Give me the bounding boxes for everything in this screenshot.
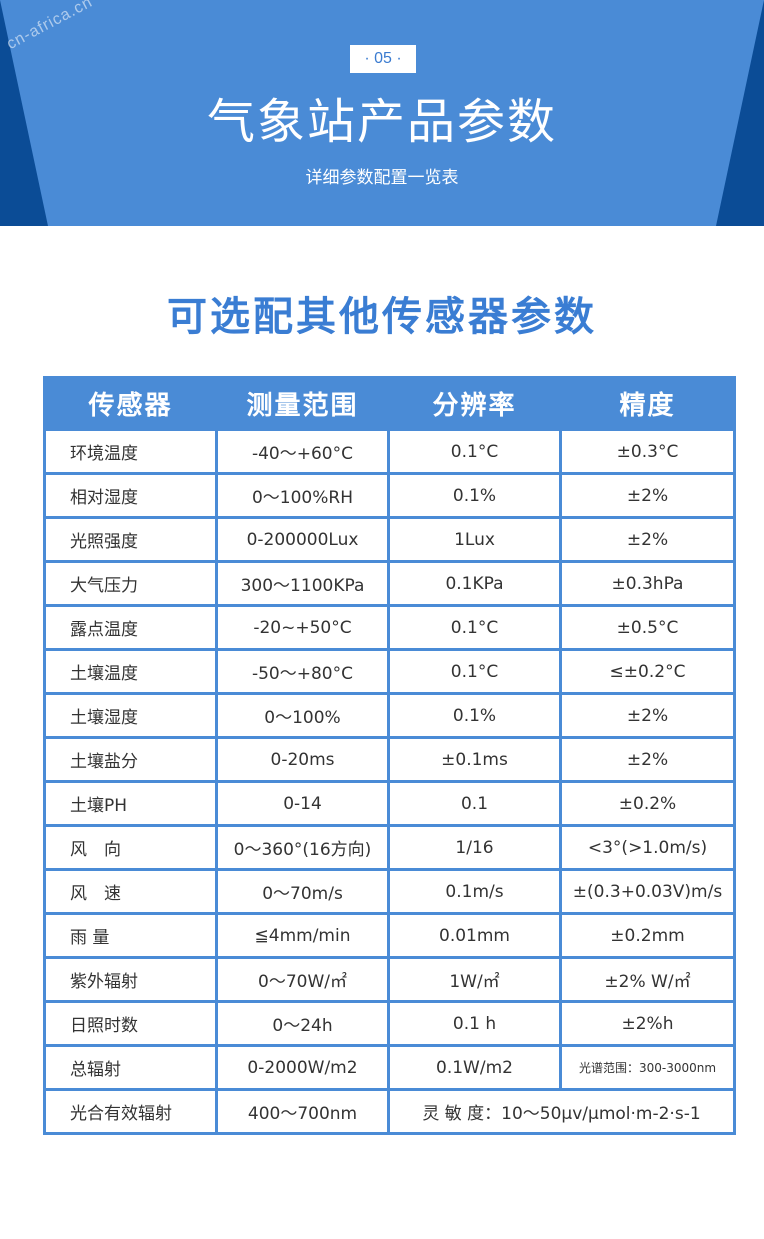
range-cell: ≦4mm/min bbox=[215, 912, 390, 959]
header-banner: cn-africa.cn · 05 · 气象站产品参数 详细参数配置一览表 bbox=[0, 0, 764, 226]
resolution-cell: 0.1% bbox=[387, 692, 562, 739]
table-row: 光合有效辐射 400～700nm 灵 敏 度：10～50μv/μmol·m-2·… bbox=[43, 1088, 736, 1135]
range-cell: 400～700nm bbox=[215, 1088, 390, 1135]
table-row: 雨 量 ≦4mm/min 0.01mm ±0.2mm bbox=[43, 912, 736, 959]
sensor-name-cell: 土壤盐分 bbox=[43, 736, 218, 783]
sensor-name-cell: 总辐射 bbox=[43, 1044, 218, 1091]
accuracy-cell: ±2% bbox=[559, 692, 736, 739]
sensor-name-cell: 日照时数 bbox=[43, 1000, 218, 1047]
resolution-cell: 0.1% bbox=[387, 472, 562, 519]
resolution-cell: ±0.1ms bbox=[387, 736, 562, 783]
range-cell: -40～+60°C bbox=[215, 428, 390, 475]
resolution-cell: 0.1 bbox=[387, 780, 562, 827]
left-corner-decoration bbox=[0, 0, 48, 226]
accuracy-cell: ±2% bbox=[559, 516, 736, 563]
table-row: 风 速 0～70m/s 0.1m/s ±(0.3+0.03V)m/s bbox=[43, 868, 736, 915]
sensor-name-cell: 风 向 bbox=[43, 824, 218, 871]
range-cell: 0-20ms bbox=[215, 736, 390, 783]
range-cell: 0-200000Lux bbox=[215, 516, 390, 563]
accuracy-cell: <3°(>1.0m/s) bbox=[559, 824, 736, 871]
resolution-cell: 0.1 h bbox=[387, 1000, 562, 1047]
sensor-name-cell: 露点温度 bbox=[43, 604, 218, 651]
page-subtitle: 详细参数配置一览表 bbox=[305, 168, 459, 188]
accuracy-cell: ±2% bbox=[559, 736, 736, 783]
resolution-cell: 0.01mm bbox=[387, 912, 562, 959]
header-resolution: 分辨率 bbox=[387, 376, 562, 431]
range-cell: 0～360°(16方向) bbox=[215, 824, 390, 871]
right-corner-decoration bbox=[716, 0, 764, 226]
header-accuracy: 精度 bbox=[559, 376, 736, 431]
table-row: 土壤PH 0-14 0.1 ±0.2% bbox=[43, 780, 736, 827]
table-header-row: 传感器 测量范围 分辨率 精度 bbox=[43, 376, 736, 431]
resolution-cell: 0.1W/m2 bbox=[387, 1044, 562, 1091]
table-row: 土壤盐分 0-20ms ±0.1ms ±2% bbox=[43, 736, 736, 783]
table-row: 紫外辐射 0～70W/㎡ 1W/㎡ ±2% W/㎡ bbox=[43, 956, 736, 1003]
sensor-name-cell: 紫外辐射 bbox=[43, 956, 218, 1003]
table-row: 总辐射 0-2000W/m2 0.1W/m2 光谱范围：300-3000nm bbox=[43, 1044, 736, 1091]
table-row: 土壤湿度 0～100% 0.1% ±2% bbox=[43, 692, 736, 739]
sensor-name-cell: 光合有效辐射 bbox=[43, 1088, 218, 1135]
range-cell: 0～100% bbox=[215, 692, 390, 739]
sensor-name-cell: 土壤温度 bbox=[43, 648, 218, 695]
range-cell: -50～+80°C bbox=[215, 648, 390, 695]
accuracy-cell: 光谱范围：300-3000nm bbox=[559, 1044, 736, 1091]
sensor-parameter-table: 传感器 测量范围 分辨率 精度 环境温度 -40～+60°C 0.1°C ±0.3°C… bbox=[43, 376, 736, 1135]
accuracy-cell: ±0.3hPa bbox=[559, 560, 736, 607]
resolution-cell: 1Lux bbox=[387, 516, 562, 563]
sensor-name-cell: 雨 量 bbox=[43, 912, 218, 959]
accuracy-cell: ≤±0.2°C bbox=[559, 648, 736, 695]
accuracy-cell: ±2%h bbox=[559, 1000, 736, 1047]
table-row: 日照时数 0～24h 0.1 h ±2%h bbox=[43, 1000, 736, 1047]
range-cell: 0～24h bbox=[215, 1000, 390, 1047]
range-cell: 0-14 bbox=[215, 780, 390, 827]
table-row: 大气压力 300～1100KPa 0.1KPa ±0.3hPa bbox=[43, 560, 736, 607]
accuracy-cell: ±0.5°C bbox=[559, 604, 736, 651]
range-cell: 300～1100KPa bbox=[215, 560, 390, 607]
accuracy-cell: ±2% bbox=[559, 472, 736, 519]
resolution-cell: 0.1°C bbox=[387, 648, 562, 695]
sensitivity-cell: 灵 敏 度：10～50μv/μmol·m-2·s-1 bbox=[387, 1088, 736, 1135]
accuracy-cell: ±0.3°C bbox=[559, 428, 736, 475]
resolution-cell: 1/16 bbox=[387, 824, 562, 871]
table-row: 光照强度 0-200000Lux 1Lux ±2% bbox=[43, 516, 736, 563]
accuracy-cell: ±0.2mm bbox=[559, 912, 736, 959]
table-row: 相对湿度 0～100%RH 0.1% ±2% bbox=[43, 472, 736, 519]
resolution-cell: 0.1°C bbox=[387, 604, 562, 651]
table-row: 环境温度 -40～+60°C 0.1°C ±0.3°C bbox=[43, 428, 736, 475]
accuracy-cell: ±2% W/㎡ bbox=[559, 956, 736, 1003]
resolution-cell: 0.1m/s bbox=[387, 868, 562, 915]
accuracy-cell: ±0.2% bbox=[559, 780, 736, 827]
table-row: 露点温度 -20~+50°C 0.1°C ±0.5°C bbox=[43, 604, 736, 651]
range-cell: 0～70W/㎡ bbox=[215, 956, 390, 1003]
sensor-name-cell: 风 速 bbox=[43, 868, 218, 915]
sensor-name-cell: 土壤PH bbox=[43, 780, 218, 827]
range-cell: 0～70m/s bbox=[215, 868, 390, 915]
table-row: 土壤温度 -50～+80°C 0.1°C ≤±0.2°C bbox=[43, 648, 736, 695]
table-row: 风 向 0～360°(16方向) 1/16 <3°(>1.0m/s) bbox=[43, 824, 736, 871]
section-title: 可选配其他传感器参数 bbox=[167, 294, 597, 340]
resolution-cell: 1W/㎡ bbox=[387, 956, 562, 1003]
range-cell: -20~+50°C bbox=[215, 604, 390, 651]
header-sensor: 传感器 bbox=[43, 376, 218, 431]
resolution-cell: 0.1KPa bbox=[387, 560, 562, 607]
resolution-cell: 0.1°C bbox=[387, 428, 562, 475]
sensor-name-cell: 土壤湿度 bbox=[43, 692, 218, 739]
sensor-name-cell: 环境温度 bbox=[43, 428, 218, 475]
accuracy-cell: ±(0.3+0.03V)m/s bbox=[559, 868, 736, 915]
range-cell: 0～100%RH bbox=[215, 472, 390, 519]
sensor-name-cell: 大气压力 bbox=[43, 560, 218, 607]
sensor-name-cell: 光照强度 bbox=[43, 516, 218, 563]
header-range: 测量范围 bbox=[215, 376, 390, 431]
sensor-name-cell: 相对湿度 bbox=[43, 472, 218, 519]
range-cell: 0-2000W/m2 bbox=[215, 1044, 390, 1091]
page-title: 气象站产品参数 bbox=[206, 94, 557, 150]
section-number-badge: · 05 · bbox=[350, 45, 416, 73]
